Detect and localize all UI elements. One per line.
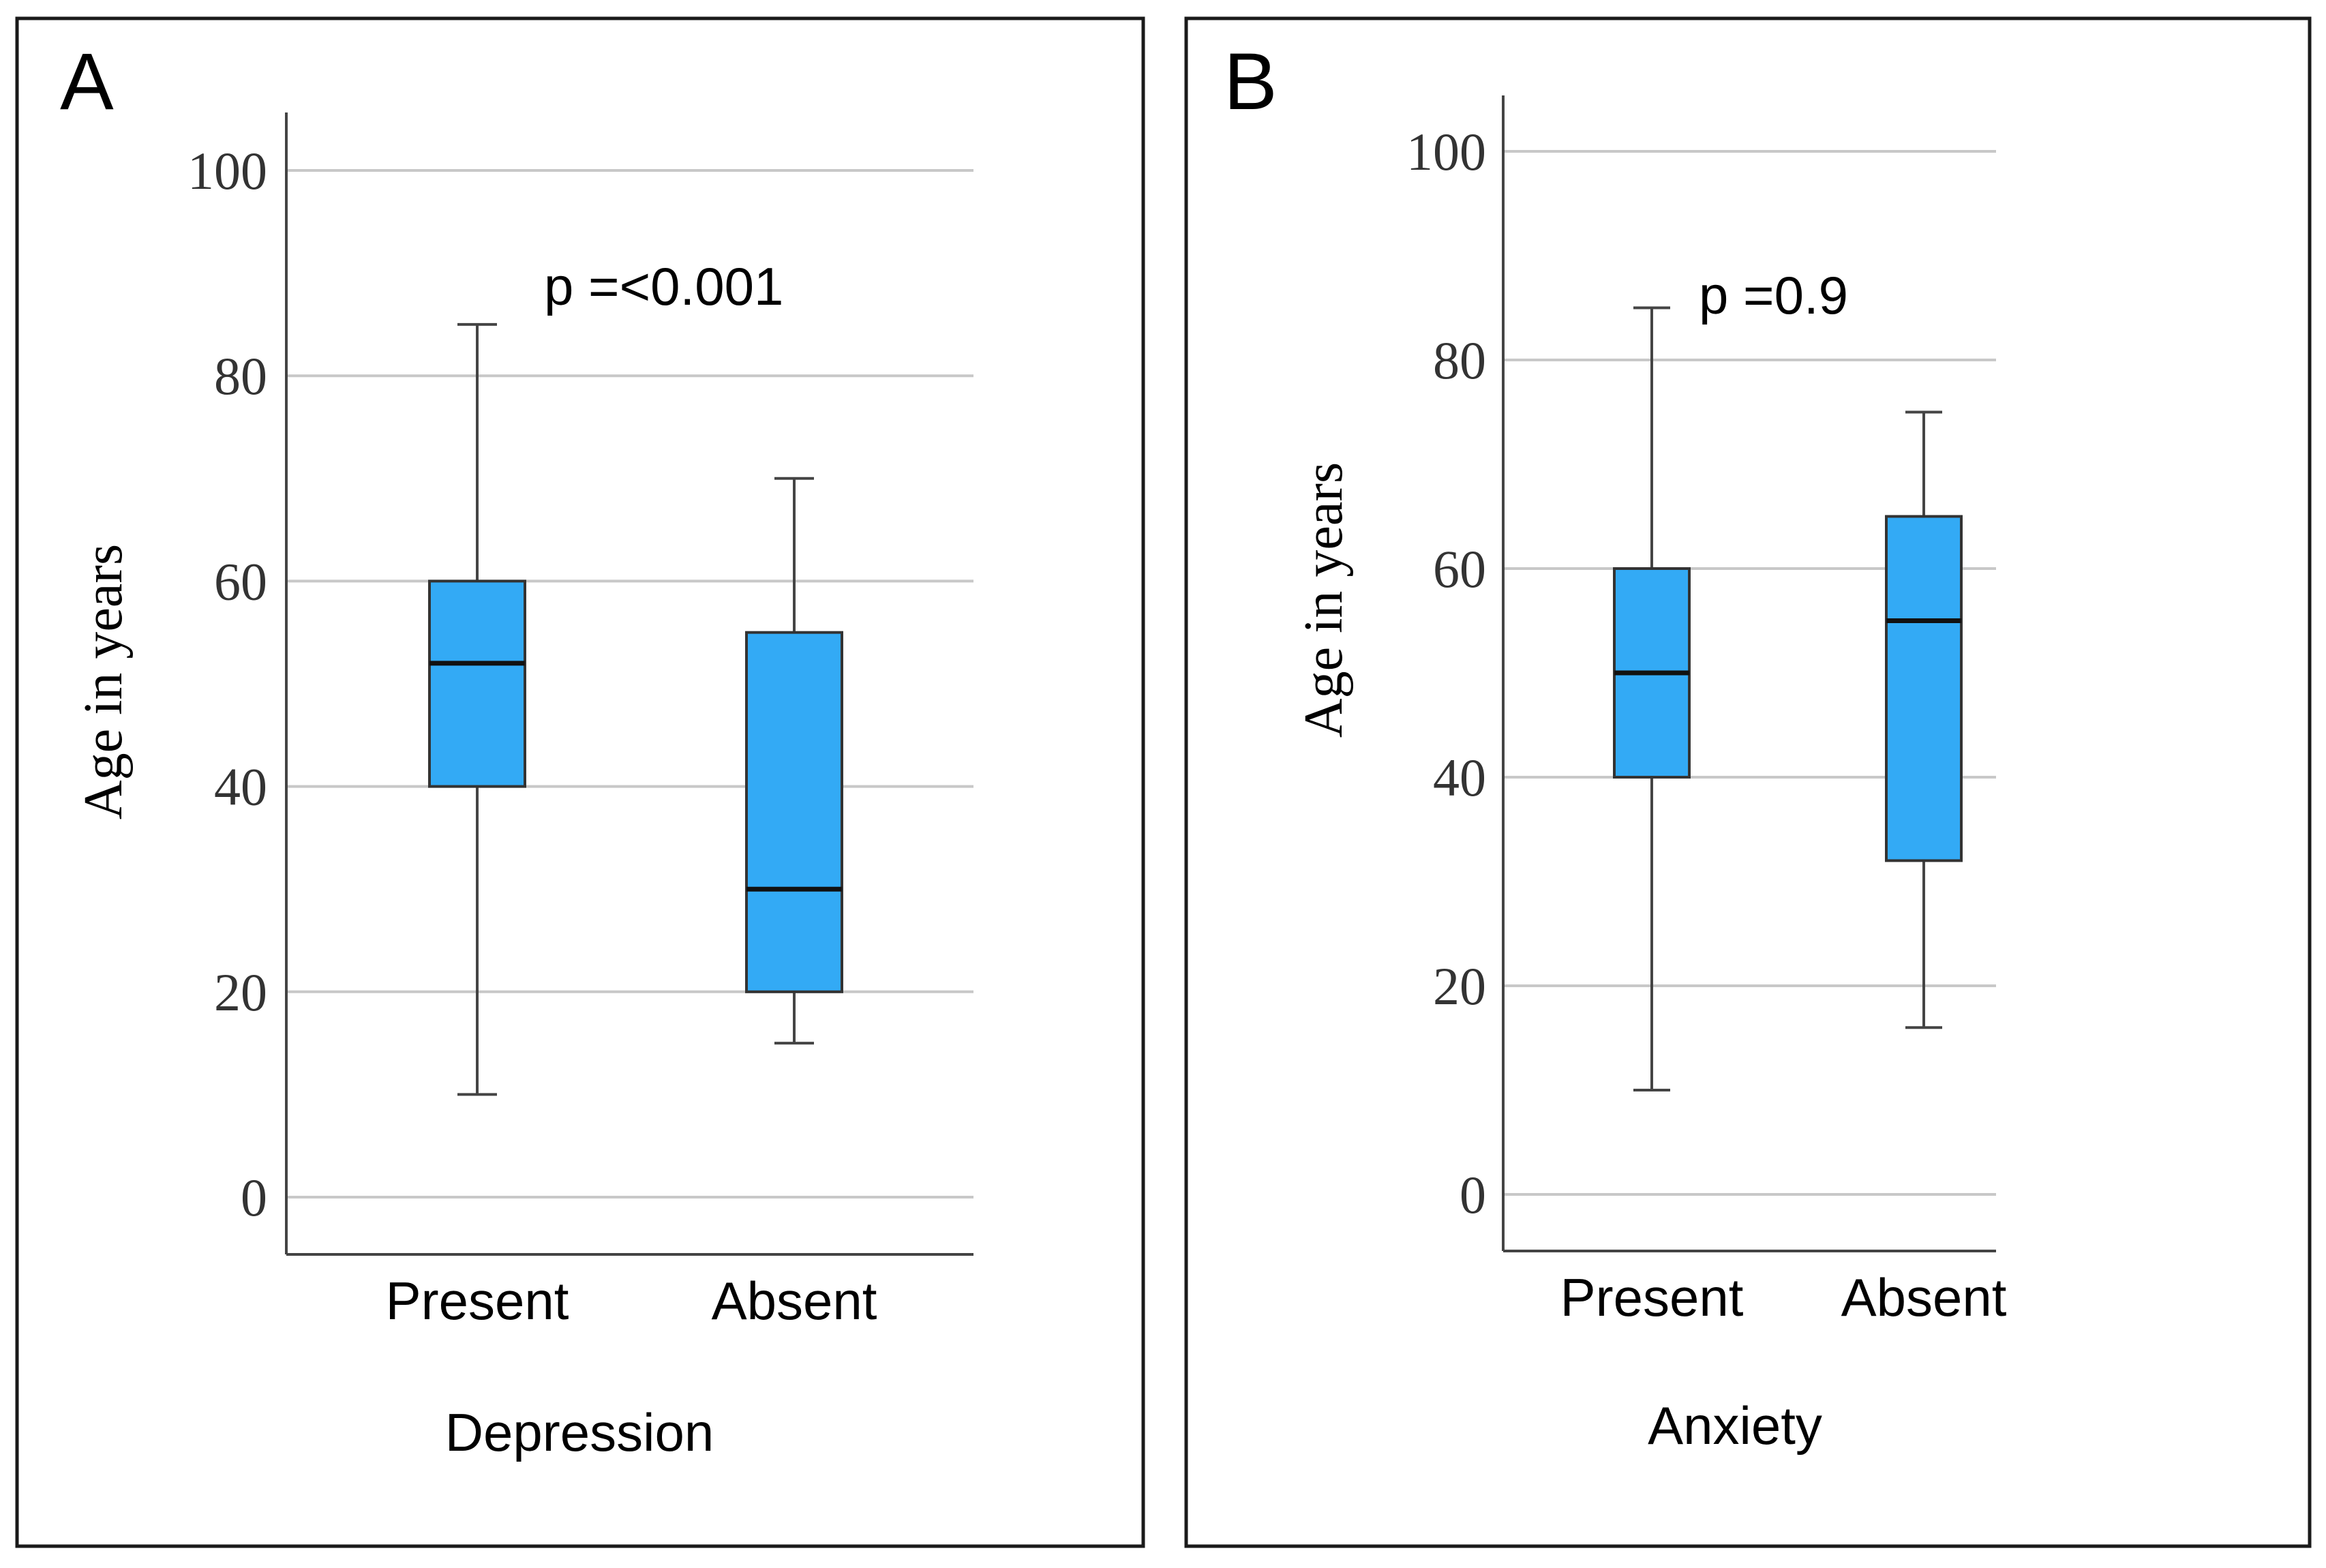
panel-a-y-tick-label: 100: [187, 141, 267, 200]
panel-a-y-axis-label: Age in years: [74, 544, 134, 819]
panel-a: A 0 20 40 60 80 100 Present Absent p =<0.001 Ag…: [15, 16, 1145, 1548]
panel-a-x-axis-label: Depression: [445, 1402, 714, 1462]
panel-a-y-tick-label: 60: [214, 552, 267, 611]
panel-b-axes: 0 20 40 60 80 100 Present Absent: [1406, 95, 2007, 1327]
panel-b-y-axis-label: Age in years: [1294, 462, 1354, 738]
panel-a-axes: 0 20 40 60 80 100 Present Absent: [187, 112, 973, 1331]
panel-b-y-tick-label: 20: [1433, 956, 1486, 1016]
panel-a-p-value: p =<0.001: [544, 256, 783, 316]
panel-a-category-label: Present: [386, 1271, 569, 1331]
panel-a-y-tick-label: 20: [214, 963, 267, 1022]
iqr-box: [1885, 515, 1963, 862]
panel-a-y-tick-label: 80: [214, 346, 267, 406]
iqr-box: [428, 579, 526, 788]
panel-b-letter: B: [1224, 37, 1278, 127]
panel-b-category-label: Absent: [1841, 1267, 2007, 1327]
panel-b-p-value: p =0.9: [1699, 265, 1848, 325]
panel-a-boxes: [428, 322, 843, 1096]
panel-b-x-axis-label: Anxiety: [1648, 1396, 1822, 1456]
panel-b-y-tick-label: 100: [1406, 122, 1486, 181]
panel-a-frame: [15, 16, 1145, 1548]
panel-b-y-tick-label: 80: [1433, 331, 1486, 390]
panel-b-frame: [1184, 16, 2312, 1548]
panel-b-y-tick-label: 60: [1433, 539, 1486, 599]
panel-a-y-tick-label: 0: [241, 1168, 267, 1227]
box-absent: [745, 477, 843, 1045]
panel-b-category-label: Present: [1560, 1267, 1744, 1327]
box-present: [428, 322, 526, 1096]
panel-b-y-tick-label: 40: [1433, 748, 1486, 807]
box-absent: [1885, 410, 1963, 1029]
panel-a-grid: [286, 169, 973, 1198]
panel-a-letter: A: [60, 37, 114, 127]
panel-a-y-tick-label: 40: [214, 757, 267, 817]
iqr-box: [745, 631, 843, 993]
panel-b: B 0 20 40 60 80 100 Present Absent p =0.9 Age i…: [1184, 16, 2312, 1548]
panel-a-category-label: Absent: [712, 1271, 877, 1331]
box-present: [1613, 306, 1691, 1091]
panel-b-boxes: [1613, 306, 1963, 1091]
panel-b-y-tick-label: 0: [1460, 1165, 1486, 1224]
